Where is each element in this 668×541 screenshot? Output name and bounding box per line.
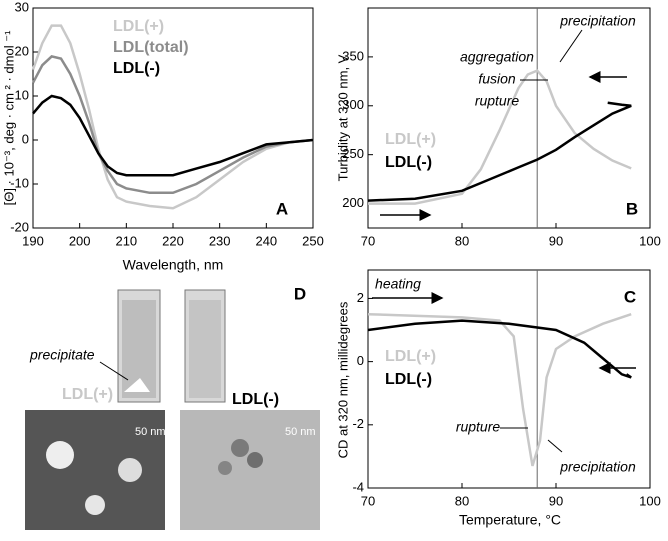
y-tick-label: -2 bbox=[352, 416, 364, 431]
x-tick-label: 90 bbox=[549, 493, 563, 508]
y-tick-label: 20 bbox=[15, 43, 29, 58]
x-tick-label: 80 bbox=[455, 493, 469, 508]
y-axis-label: CD at 320 nm, millidegrees bbox=[335, 301, 350, 458]
x-tick-label: 210 bbox=[115, 233, 137, 248]
x-tick-label: 250 bbox=[302, 233, 324, 248]
y-tick-label: 0 bbox=[22, 131, 29, 146]
panel-label: A bbox=[276, 199, 288, 218]
particle bbox=[247, 452, 263, 468]
panel-label: B bbox=[626, 199, 638, 218]
annotation: precipitation bbox=[559, 13, 636, 29]
x-tick-label: 90 bbox=[549, 233, 563, 248]
x-tick-label: 190 bbox=[22, 233, 44, 248]
x-tick-label: 240 bbox=[255, 233, 277, 248]
x-tick-label: 80 bbox=[455, 233, 469, 248]
annotation: heating bbox=[375, 276, 421, 292]
particle bbox=[218, 461, 232, 475]
panel-label: D bbox=[294, 284, 306, 303]
y-axis-label: Turbidity at 320 nm, V bbox=[335, 54, 350, 181]
annotation: precipitation bbox=[559, 459, 636, 475]
annotation: rupture bbox=[456, 419, 501, 435]
legend-entry: LDL(+) bbox=[113, 18, 164, 35]
x-axis-label: Temperature, °C bbox=[459, 512, 561, 528]
legend-entry: LDL(-) bbox=[113, 60, 160, 77]
annotation: aggregation bbox=[460, 49, 534, 65]
annotation: fusion bbox=[478, 71, 516, 87]
annotation: precipitate bbox=[29, 347, 95, 363]
series-line bbox=[31, 24, 314, 210]
y-tick-label: 300 bbox=[342, 97, 364, 112]
x-tick-label: 70 bbox=[361, 493, 375, 508]
y-tick-label: 200 bbox=[342, 195, 364, 210]
series-line bbox=[367, 319, 632, 379]
x-tick-label: 100 bbox=[639, 493, 661, 508]
y-tick-label: -10 bbox=[10, 175, 29, 190]
y-tick-label: -4 bbox=[352, 479, 364, 494]
pointer bbox=[559, 29, 583, 63]
y-tick-label: 10 bbox=[15, 87, 29, 102]
x-tick-label: 70 bbox=[361, 233, 375, 248]
particle bbox=[118, 458, 142, 482]
pointer bbox=[99, 361, 129, 381]
series-line bbox=[367, 312, 632, 467]
y-axis-label: [Θ] · 10⁻³, deg · cm ² · dmol ⁻¹ bbox=[1, 30, 16, 205]
particle bbox=[85, 495, 105, 515]
micrograph-right bbox=[180, 410, 320, 530]
legend-entry: LDL(-) bbox=[385, 371, 432, 388]
plot-frame bbox=[367, 7, 651, 229]
sample-name: LDL(-) bbox=[232, 391, 279, 408]
x-tick-label: 220 bbox=[162, 233, 184, 248]
x-tick-label: 100 bbox=[639, 233, 661, 248]
particle bbox=[46, 441, 74, 469]
y-tick-label: 350 bbox=[342, 48, 364, 63]
annotation: rupture bbox=[475, 93, 520, 109]
y-tick-label: -20 bbox=[10, 219, 29, 234]
precipitate-mark bbox=[124, 378, 150, 392]
y-tick-label: 250 bbox=[342, 146, 364, 161]
x-tick-label: 200 bbox=[69, 233, 91, 248]
cuvette-right-fill bbox=[189, 300, 221, 398]
legend-entry: LDL(-) bbox=[385, 154, 432, 171]
legend-entry: LDL(total) bbox=[113, 39, 189, 56]
series-line bbox=[31, 55, 314, 195]
pointer bbox=[547, 439, 563, 453]
scale-bar: 50 nm bbox=[135, 426, 166, 438]
series-line bbox=[367, 101, 632, 202]
scale-bar: 50 nm bbox=[285, 426, 316, 438]
sample-name: LDL(+) bbox=[62, 386, 113, 403]
y-tick-label: 30 bbox=[15, 0, 29, 14]
plot-frame bbox=[367, 269, 651, 489]
y-tick-label: 0 bbox=[357, 353, 364, 368]
series-line bbox=[32, 94, 314, 177]
y-tick-label: 2 bbox=[357, 290, 364, 305]
particle bbox=[231, 439, 249, 457]
panel-label: C bbox=[624, 287, 636, 306]
panel-d: D precipitate LDL(+) LDL(-) 50 nm 50 nm bbox=[25, 284, 320, 530]
x-tick-label: 230 bbox=[209, 233, 231, 248]
legend-entry: LDL(+) bbox=[385, 348, 436, 365]
legend-entry: LDL(+) bbox=[385, 131, 436, 148]
x-axis-label: Wavelength, nm bbox=[123, 257, 224, 273]
